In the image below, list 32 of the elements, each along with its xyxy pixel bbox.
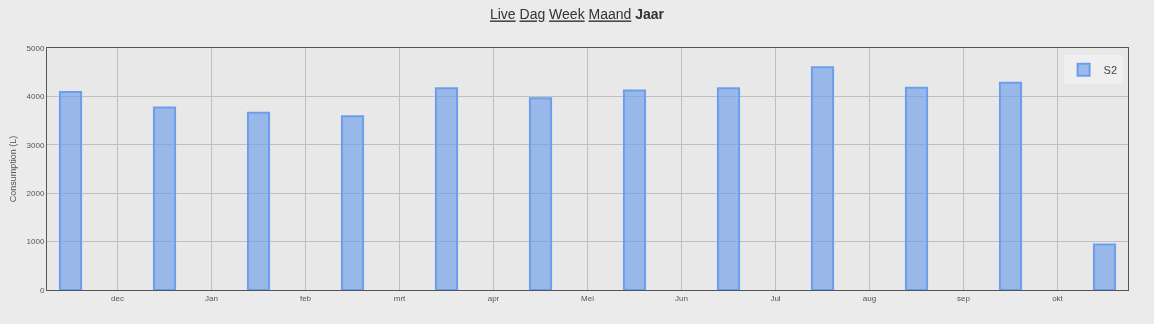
- bar: [434, 87, 459, 290]
- x-tick-label: Jul: [770, 293, 781, 303]
- bar: [246, 111, 271, 290]
- bar: [810, 66, 835, 290]
- bar: [340, 115, 365, 290]
- y-axis-title: Consumption (L): [7, 135, 18, 203]
- y-tick-label: 1000: [26, 237, 45, 247]
- x-tick-label: okt: [1052, 293, 1064, 303]
- legend-label: S2: [1103, 64, 1118, 77]
- bar: [528, 97, 553, 290]
- bar: [622, 89, 647, 290]
- y-tick-label: 0: [39, 285, 45, 295]
- x-tick-label: sep: [957, 293, 971, 303]
- bar: [1092, 243, 1117, 290]
- y-tick-label: 3000: [26, 140, 45, 150]
- x-tick-label: Jun: [675, 293, 688, 303]
- x-tick-label: aug: [862, 293, 877, 303]
- bar: [58, 91, 83, 290]
- x-tick-label: feb: [299, 293, 312, 303]
- bar: [152, 106, 177, 290]
- y-tick-label: 4000: [26, 92, 45, 102]
- x-tick-label: mrt: [393, 293, 407, 303]
- y-tick-label: 5000: [26, 43, 45, 53]
- bar: [904, 86, 929, 290]
- bar: [998, 81, 1023, 290]
- x-tick-label: Jan: [205, 293, 218, 303]
- x-tick-label: Mei: [581, 293, 595, 303]
- x-tick-label: dec: [111, 293, 124, 303]
- bar: [716, 87, 741, 290]
- y-tick-label: 2000: [26, 189, 45, 198]
- x-tick-label: apr: [487, 293, 500, 303]
- chart-title: Live Dag Week Maand Jaar: [489, 6, 665, 23]
